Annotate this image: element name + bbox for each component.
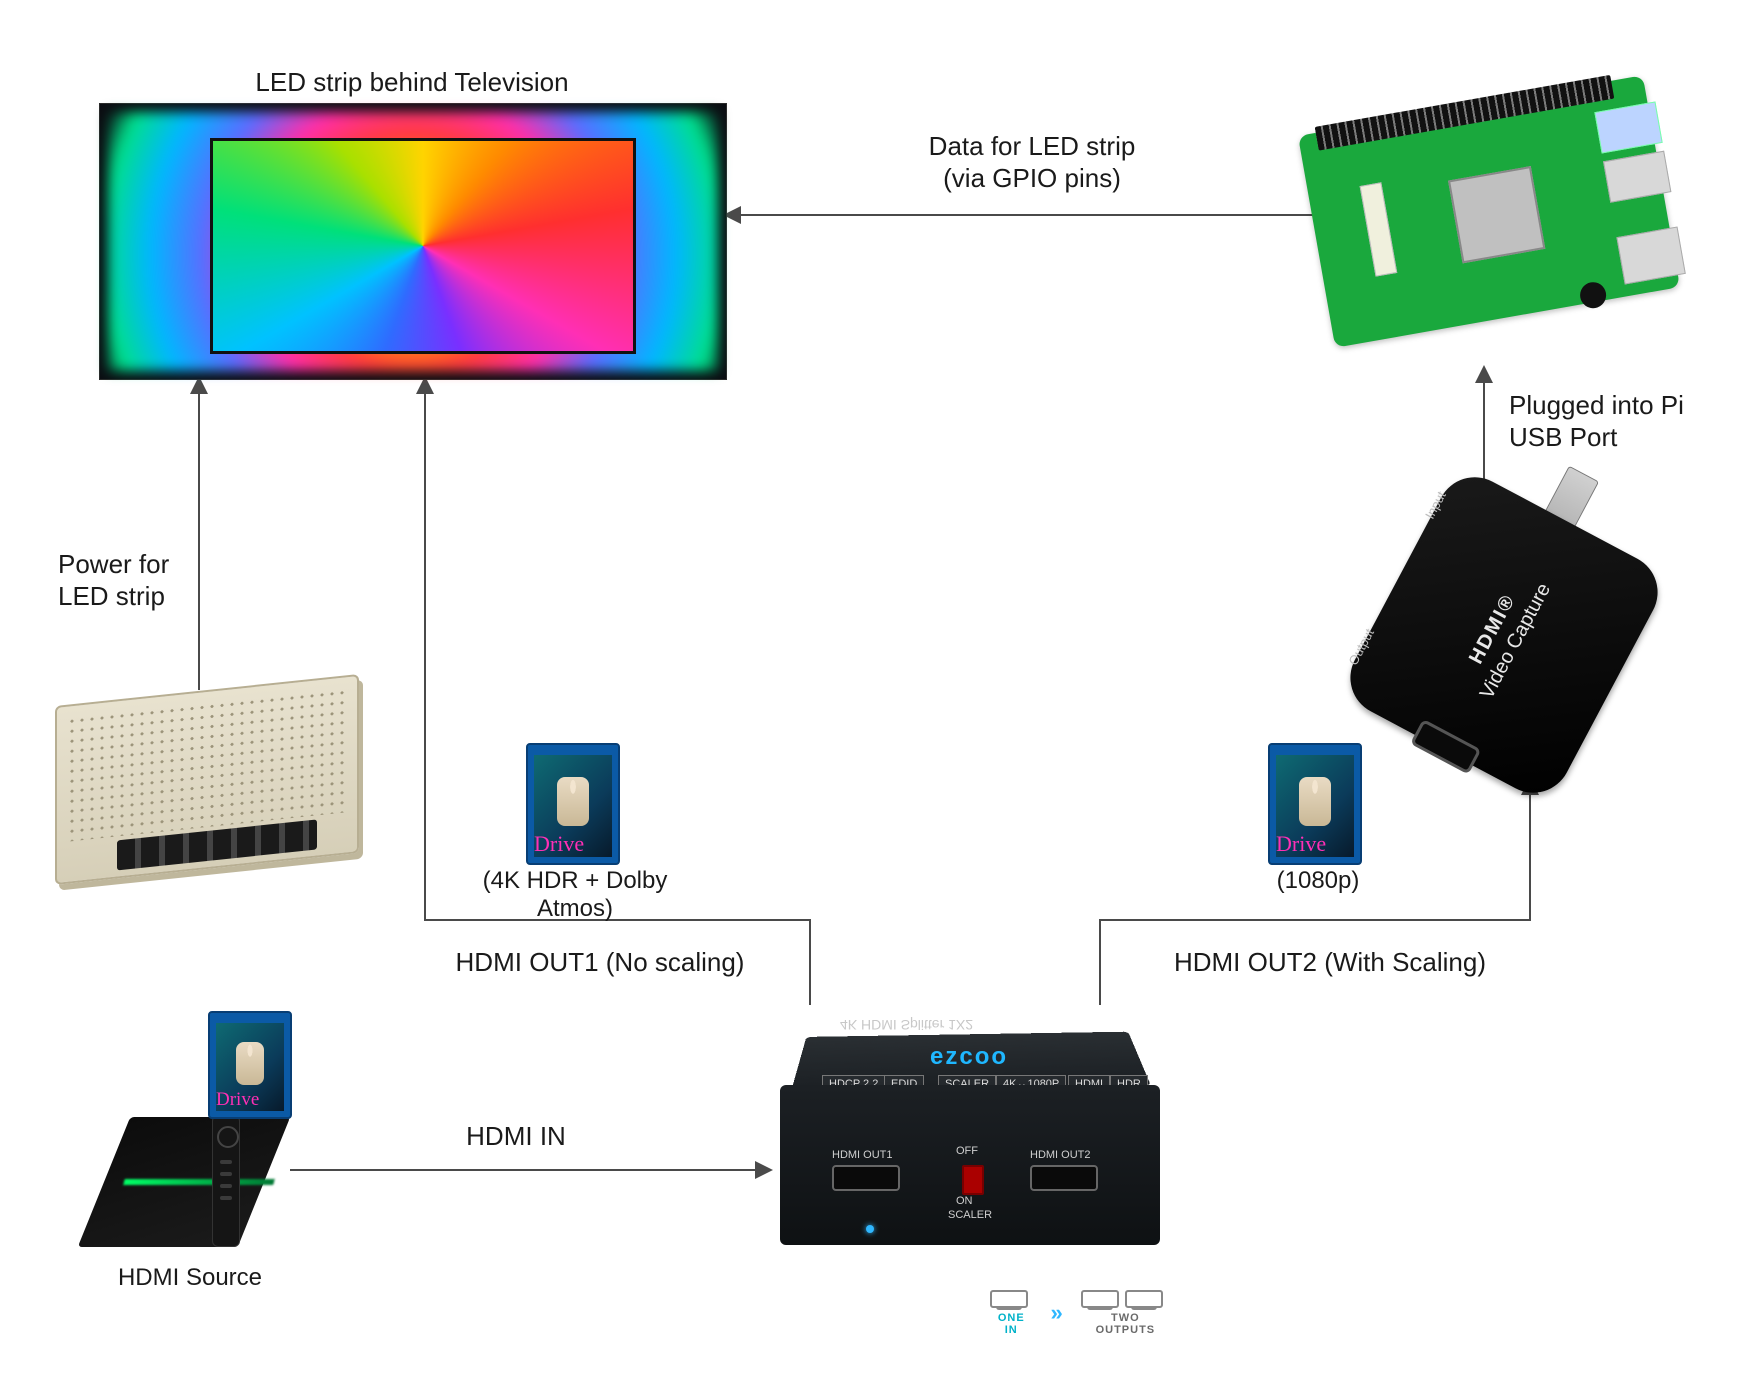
edge-label-gpio-line2: (via GPIO pins) [892, 162, 1172, 195]
splitter-on-label: ON [956, 1195, 973, 1207]
remote-button [220, 1196, 232, 1200]
tv-title: LED strip behind Television [99, 66, 725, 99]
splitter-off-label: OFF [956, 1145, 978, 1157]
disc-title: Drive [216, 1089, 259, 1111]
tv-node [99, 103, 727, 380]
hdmi-splitter-node: 4K HDMI Splitter 1X2 ezcoo HDCP 2.2 EDID… [780, 1005, 1160, 1270]
io-in-caption: ONE IN [990, 1312, 1032, 1336]
edge-label-gpio-line1: Data for LED strip [892, 130, 1172, 163]
disc-title: Drive [1276, 831, 1326, 857]
power-supply-node [55, 674, 359, 885]
diagram-canvas: LED strip behind Television HDMI Source … [0, 0, 1759, 1381]
disc2-caption: (1080p) [1218, 866, 1418, 896]
hdmi-source-remote [212, 1115, 240, 1247]
rpi-soc [1448, 166, 1545, 263]
splitter-brand: ezcoo [930, 1043, 1008, 1071]
remote-button [220, 1184, 232, 1188]
splitter-front-face: HDMI OUT1 HDMI OUT2 OFF ON SCALER [780, 1085, 1160, 1245]
hdmi-source-caption: HDMI Source [80, 1263, 300, 1293]
splitter-top-text: 4K HDMI Splitter 1X2 [840, 1017, 973, 1033]
raspberry-pi-node [1298, 75, 1680, 348]
remote-dpad [217, 1126, 239, 1148]
edge-label-hdmi-out2: HDMI OUT2 (With Scaling) [1120, 946, 1540, 979]
edge-label-power-line2: LED strip [58, 580, 238, 613]
hdmi-source-node [78, 1117, 291, 1247]
edge-label-hdmi-in: HDMI IN [436, 1120, 596, 1153]
hdmi-icon [990, 1290, 1028, 1308]
splitter-hdmi-out2-port [1030, 1165, 1098, 1191]
disc1-caption-line1: (4K HDR + Dolby [460, 866, 690, 896]
remote-button [220, 1172, 232, 1176]
tv-screen [210, 138, 636, 354]
edge-label-power-line1: Power for [58, 548, 238, 581]
splitter-io-legend: ONE IN » TWO OUTPUTS [990, 1290, 1170, 1336]
io-out-caption: TWO OUTPUTS [1081, 1312, 1170, 1336]
media-disc-out1: Drive [526, 743, 620, 865]
remote-button [220, 1160, 232, 1164]
io-arrow-icon: » [1050, 1300, 1062, 1326]
splitter-hdmi-out2-label: HDMI OUT2 [1030, 1149, 1091, 1161]
disc1-caption-line2: Atmos) [460, 894, 690, 924]
edge-label-hdmi-out1: HDMI OUT1 (No scaling) [400, 946, 800, 979]
splitter-hdmi-out1-port [832, 1165, 900, 1191]
hdmi-icon [1125, 1290, 1163, 1308]
edge-label-usb-line1: Plugged into Pi [1509, 389, 1749, 422]
hdmi-source-led-accent [123, 1179, 274, 1185]
psu-mesh [67, 687, 347, 841]
splitter-scaler-switch [962, 1165, 984, 1195]
hdmi-icon [1081, 1290, 1119, 1308]
disc-title: Drive [534, 831, 584, 857]
splitter-power-led [866, 1225, 874, 1233]
edge-label-usb-line2: USB Port [1509, 421, 1749, 454]
video-capture-node: HDMI® Video Capture Input Output [1337, 464, 1671, 806]
splitter-scaler-caption: SCALER [948, 1209, 992, 1221]
splitter-hdmi-out1-label: HDMI OUT1 [832, 1149, 893, 1161]
media-disc-out2: Drive [1268, 743, 1362, 865]
media-disc-source: Drive [208, 1011, 292, 1119]
